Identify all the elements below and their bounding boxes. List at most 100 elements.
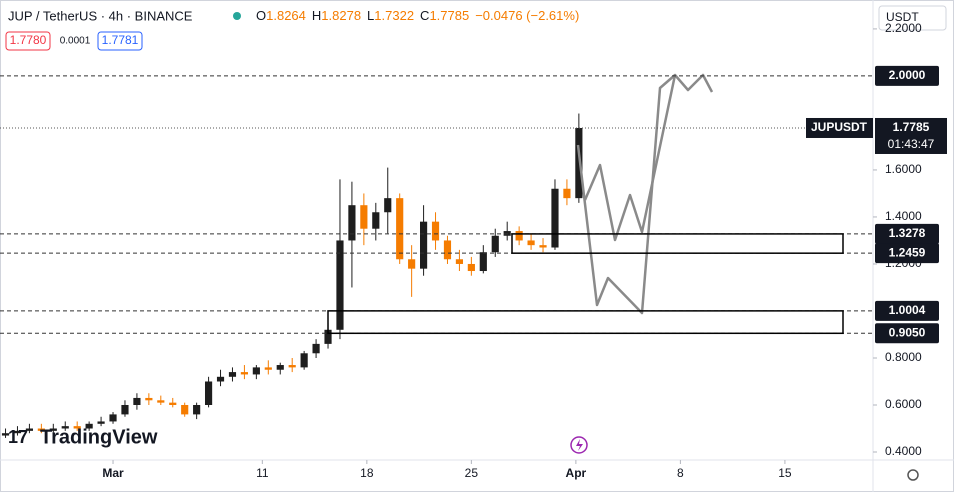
level-label-box xyxy=(875,65,939,86)
candle-body xyxy=(61,426,69,429)
status-dot xyxy=(233,12,241,20)
level-label: 1.3278 xyxy=(889,226,926,240)
level-label-box xyxy=(875,323,939,344)
ohlc-value: 1.8264 xyxy=(266,8,306,23)
candle-body xyxy=(121,404,129,415)
candle-body xyxy=(228,372,237,377)
ohlc-key: L xyxy=(367,8,374,23)
level-label: 1.2459 xyxy=(889,245,926,259)
ohlc-key: C xyxy=(420,8,429,23)
candle-body xyxy=(420,221,428,269)
candle-body xyxy=(491,235,499,253)
last-price: 1.7785 xyxy=(893,120,930,134)
zone xyxy=(511,233,844,254)
candle-body xyxy=(312,343,320,354)
ticker: JUPUSDT xyxy=(811,120,868,134)
candle-body xyxy=(384,198,392,213)
ticker-box xyxy=(806,117,873,138)
symbol: JUP / TetherUS · 4h · BINANCE xyxy=(8,8,193,23)
candle-body xyxy=(276,365,284,370)
candle-body xyxy=(563,188,571,199)
currency-button[interactable] xyxy=(878,5,947,31)
candle-body xyxy=(169,402,177,405)
candle-body xyxy=(443,240,452,260)
projection-arrow xyxy=(576,74,676,315)
x-tick-label: Apr xyxy=(566,466,587,480)
level-label-box xyxy=(875,300,939,321)
candle-body xyxy=(240,372,248,375)
candle-body xyxy=(360,205,368,229)
change: −0.0476 (−2.61%) xyxy=(475,8,579,23)
candle-body xyxy=(551,188,559,248)
ohlc-value: 1.7322 xyxy=(374,8,414,23)
candle-body xyxy=(539,245,547,248)
level-label-box xyxy=(875,223,939,244)
y-tick-label: 2.2000 xyxy=(885,21,922,35)
watermark: TradingView xyxy=(40,426,158,448)
candle-body xyxy=(1,433,10,436)
ohlc-value: 1.7785 xyxy=(429,8,469,23)
candle-body xyxy=(145,397,153,401)
x-tick-label: 15 xyxy=(778,466,792,480)
ohlc-key: H xyxy=(312,8,321,23)
x-tick-label: 8 xyxy=(677,466,684,480)
countdown: 01:43:47 xyxy=(888,137,935,151)
candle-body xyxy=(264,367,272,370)
ohlc-key: O xyxy=(256,8,266,23)
y-tick-label: 0.8000 xyxy=(885,350,922,364)
candle-body xyxy=(515,231,523,241)
ask-box xyxy=(97,31,143,51)
ohlc-value: 1.8278 xyxy=(321,8,361,23)
candle-body xyxy=(467,263,475,272)
candle-body xyxy=(408,259,416,269)
candle-body xyxy=(181,404,189,415)
candle-body xyxy=(396,198,404,260)
x-tick-label: 11 xyxy=(256,466,269,480)
candle-body xyxy=(85,423,93,429)
currency[interactable]: USDT xyxy=(886,10,919,24)
candle-body xyxy=(252,367,260,375)
candle-body xyxy=(503,231,511,236)
candle-body xyxy=(479,252,487,272)
level-label: 0.9050 xyxy=(889,325,926,339)
candle-body xyxy=(372,212,380,229)
candle-body xyxy=(73,426,81,429)
bid: 1.7780 xyxy=(10,33,47,47)
level-label-box xyxy=(875,243,939,264)
settings-icon[interactable] xyxy=(907,469,919,481)
ask: 1.7781 xyxy=(102,33,139,47)
candle-body xyxy=(13,430,22,434)
candle-body xyxy=(37,428,45,431)
spread: 0.0001 xyxy=(60,36,91,47)
candle-body xyxy=(25,428,33,431)
event-bolt xyxy=(576,439,583,451)
candle-body xyxy=(216,376,225,382)
plot xyxy=(1,113,583,438)
candle-body xyxy=(133,397,141,405)
candle-body xyxy=(431,221,440,241)
candle-body xyxy=(204,381,213,405)
header: JUP / TetherUS · 4h · BINANCE O1.8264 H1.… xyxy=(5,8,579,51)
candle-body xyxy=(288,365,296,368)
candle-body xyxy=(455,259,464,264)
projection-arrow xyxy=(583,73,714,242)
candle-body xyxy=(300,353,308,368)
candle-body xyxy=(324,329,332,344)
candle-body xyxy=(193,404,201,415)
x-tick-label: Mar xyxy=(102,466,124,480)
x-tick-label: 18 xyxy=(360,466,374,480)
candle-body xyxy=(49,428,57,431)
ohlc: O1.8264 H1.8278 L1.7322 C1.7785 −0.0476 (−2.… xyxy=(256,8,579,23)
candle-body xyxy=(157,400,165,403)
candle-body xyxy=(97,421,105,424)
y-tick-label: 0.4000 xyxy=(885,444,922,458)
level-label: 2.0000 xyxy=(889,68,926,82)
y-tick-label: 1.4000 xyxy=(885,209,922,223)
x-tick-label: 25 xyxy=(465,466,479,480)
price-box xyxy=(875,117,947,154)
logo-mark: 17 xyxy=(8,427,28,447)
candle-body xyxy=(575,127,583,199)
